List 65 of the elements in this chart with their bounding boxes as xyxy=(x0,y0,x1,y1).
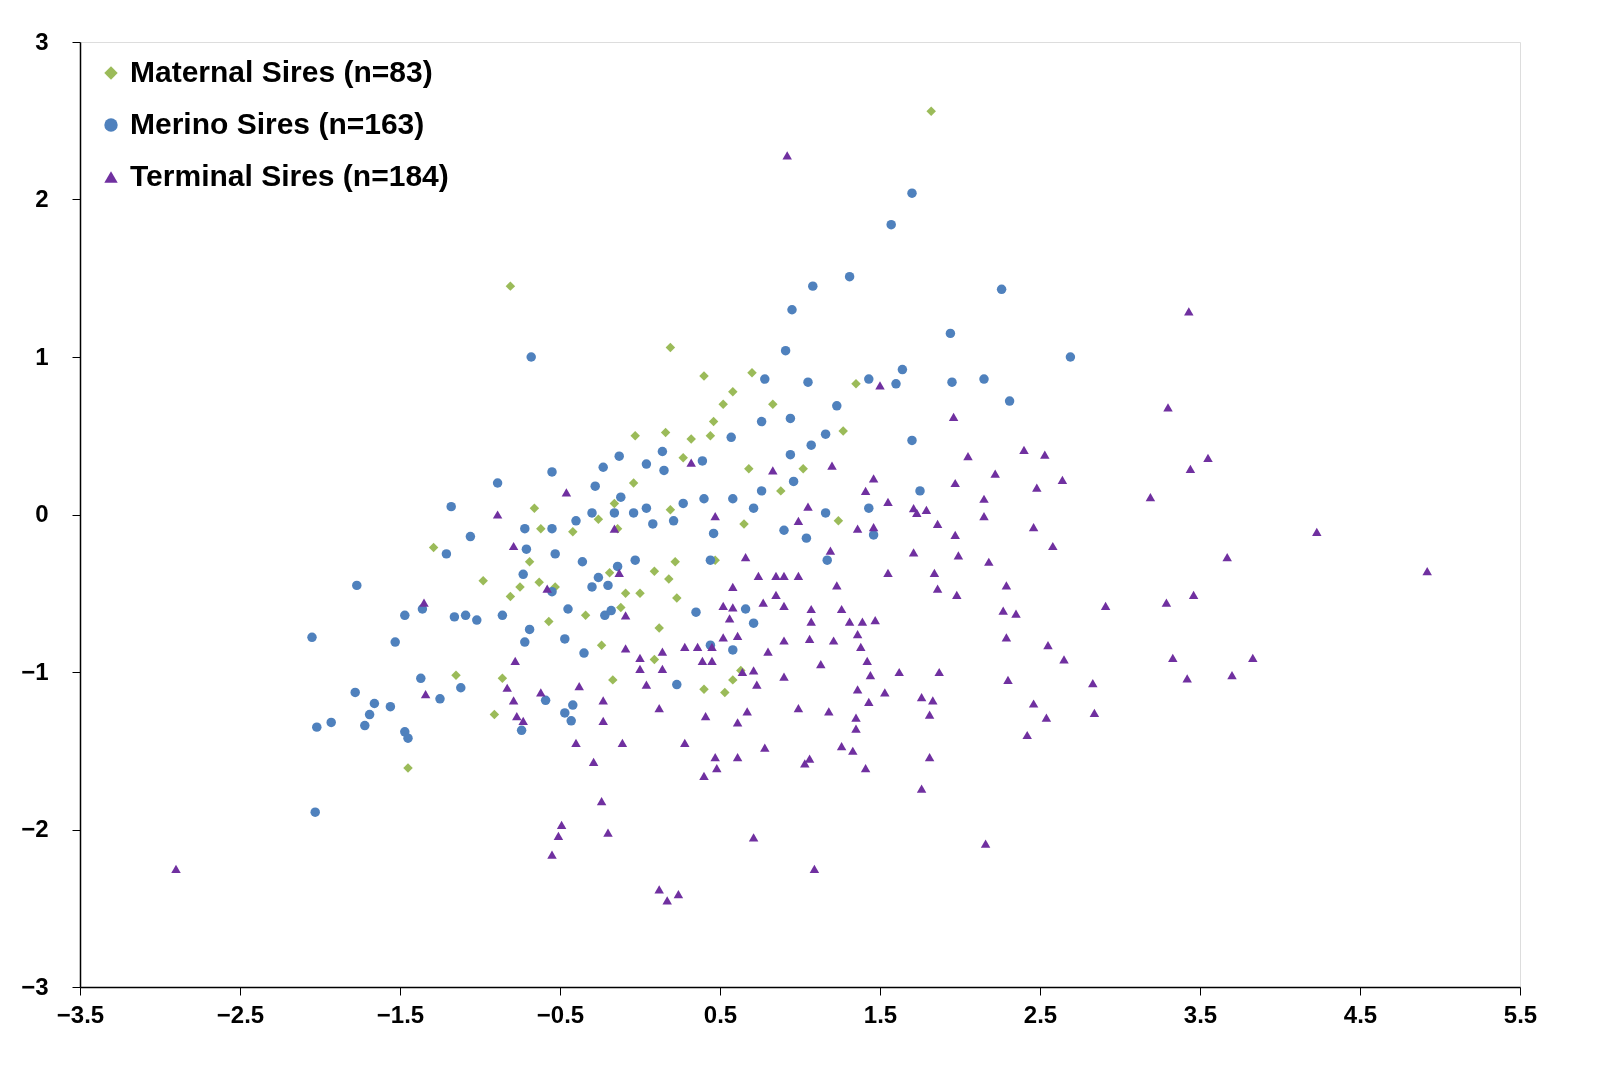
point xyxy=(768,399,778,409)
point xyxy=(593,514,604,524)
y-tick-label: 3 xyxy=(35,27,49,55)
point xyxy=(678,453,688,463)
point xyxy=(630,431,640,441)
x-tick-label: −0.5 xyxy=(536,1000,585,1028)
y-tick-label: −1 xyxy=(21,657,49,685)
point xyxy=(478,575,488,586)
point xyxy=(705,431,716,441)
point xyxy=(620,588,631,598)
point xyxy=(568,527,578,537)
x-tick-label: 4.5 xyxy=(1343,1000,1378,1028)
point xyxy=(776,486,786,496)
point xyxy=(596,640,607,650)
y-tick-label: 1 xyxy=(35,342,49,370)
legend-label: Merino Sires (n=163) xyxy=(130,107,425,140)
point xyxy=(616,602,626,613)
point xyxy=(654,623,664,633)
point xyxy=(628,478,639,488)
point xyxy=(699,684,709,695)
point xyxy=(544,616,554,627)
x-tick-label: −2.5 xyxy=(216,1000,265,1028)
y-tick-label: 0 xyxy=(35,500,49,527)
point xyxy=(534,577,544,587)
point xyxy=(489,709,500,720)
y-tick-label: −3 xyxy=(21,972,49,1000)
point xyxy=(524,557,535,567)
x-tick-label: 0.5 xyxy=(703,1000,738,1028)
point xyxy=(649,654,660,665)
point xyxy=(536,523,546,534)
point xyxy=(604,568,615,578)
point xyxy=(720,687,730,698)
x-tick-label: 2.5 xyxy=(1023,1000,1058,1028)
x-tick-label: 3.5 xyxy=(1183,1000,1218,1028)
x-tick-label: 1.5 xyxy=(863,1000,898,1028)
point xyxy=(608,675,618,685)
legend-label: Maternal Sires (n=83) xyxy=(130,55,433,88)
legend-label: Terminal Sires (n=184) xyxy=(130,159,449,192)
point xyxy=(728,675,738,685)
point xyxy=(580,610,591,621)
point xyxy=(529,503,540,513)
point xyxy=(744,464,754,474)
point xyxy=(833,516,844,526)
point xyxy=(609,498,620,509)
point xyxy=(649,566,660,576)
point xyxy=(670,557,680,567)
point xyxy=(686,434,696,444)
point xyxy=(718,399,728,409)
point xyxy=(497,673,508,684)
point xyxy=(728,386,738,397)
point xyxy=(798,464,808,474)
point xyxy=(505,281,516,291)
x-tick-label: −3.5 xyxy=(56,1000,105,1028)
point xyxy=(926,106,936,117)
x-tick-label: 5.5 xyxy=(1503,1000,1538,1028)
point xyxy=(660,427,671,438)
y-tick-label: 2 xyxy=(35,185,49,212)
point xyxy=(505,591,516,602)
point xyxy=(664,574,674,584)
point xyxy=(708,416,719,427)
point xyxy=(665,505,676,515)
point xyxy=(428,542,439,553)
y-tick-label: −2 xyxy=(21,815,49,842)
x-tick-label: −1.5 xyxy=(376,1000,425,1028)
point xyxy=(665,342,676,353)
